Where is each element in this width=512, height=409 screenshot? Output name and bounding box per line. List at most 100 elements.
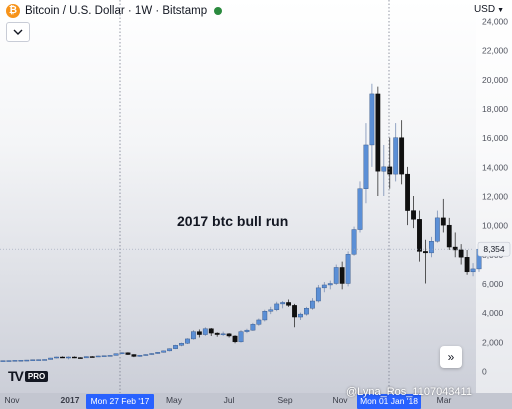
pro-badge: PRO (24, 370, 49, 382)
last-price-badge (477, 241, 511, 257)
cursor-date-badge (357, 394, 421, 409)
y-tick-label: 24,000 (482, 17, 508, 27)
candle-body (321, 284, 327, 289)
candle-body (423, 251, 428, 254)
y-tick-label: 18,000 (482, 104, 508, 114)
candle-body (24, 359, 30, 362)
x-tick-label: Mar (437, 395, 452, 405)
candle-body (179, 343, 184, 346)
candle-body (18, 360, 24, 362)
candle-body (351, 229, 357, 255)
y-tick-label: 10,000 (482, 221, 508, 231)
candle-body (214, 332, 220, 335)
currency-label: USD (473, 4, 496, 15)
y-tick-label: 16,000 (482, 133, 508, 143)
y-tick-label: 20,000 (482, 75, 508, 85)
candle-body (393, 137, 399, 175)
candle-body (417, 219, 422, 252)
candle-body (83, 356, 89, 359)
candle-body (107, 355, 113, 357)
tradingview-logo[interactable]: TV PRO (8, 368, 49, 384)
candle-body (238, 331, 244, 343)
y-tick-label: 2,000 (482, 337, 504, 347)
candle-body (434, 217, 440, 242)
candle-body (36, 359, 42, 361)
y-tick-label: 0 (482, 367, 487, 377)
y-tick-label: 6,000 (482, 279, 504, 289)
x-tick-label: Sep (277, 395, 292, 405)
candle-body (42, 359, 48, 361)
candle-body (125, 352, 131, 355)
watermark: @Lyna_Ros_1107043411 (346, 386, 472, 398)
candle-body (89, 356, 95, 358)
candle-body (375, 93, 381, 172)
currency-selector[interactable]: USD ▼ (474, 4, 504, 15)
bitcoin-icon: ₿ (6, 4, 20, 18)
chart-header: ₿ Bitcoin / U.S. Dollar · 1W · Bitstamp (6, 2, 223, 20)
candle-body (452, 246, 458, 251)
candle-body (101, 355, 107, 357)
y-tick-label: 22,000 (482, 46, 508, 56)
tv-logo-icon: TV (8, 368, 24, 384)
candle-body (315, 287, 321, 302)
y-tick-label: 12,000 (482, 192, 508, 202)
candle-body (458, 249, 464, 258)
y-tick-label: 14,000 (482, 162, 508, 172)
candle-body (363, 144, 369, 189)
candle-body (399, 137, 405, 175)
candle-body (6, 360, 12, 362)
candle-body (196, 331, 202, 335)
candle-body (411, 210, 416, 220)
candle-body (131, 354, 137, 357)
candle-body (71, 356, 77, 359)
candle-body (327, 283, 333, 286)
candle-body (369, 93, 375, 146)
crosshair-date-badge (86, 394, 154, 409)
symbol-title[interactable]: Bitcoin / U.S. Dollar · 1W · Bitstamp (25, 5, 208, 17)
x-tick-label: Jul (224, 395, 235, 405)
x-tick-label: Nov (4, 395, 20, 405)
candle-body (429, 241, 434, 254)
last-price-label: 8,354 (483, 244, 505, 254)
candle-body (304, 308, 309, 315)
chevron-down-icon: ▼ (497, 7, 504, 14)
candle-body (268, 309, 274, 312)
candle-body (262, 311, 268, 321)
candle-body (446, 224, 452, 248)
candle-body (250, 324, 256, 331)
candle-body (149, 353, 155, 355)
candle-body (280, 302, 286, 305)
candle-body (226, 333, 232, 337)
candle-body (48, 357, 54, 360)
candle-body (12, 360, 18, 362)
collapse-button[interactable] (6, 22, 30, 42)
crosshair-date-label: Mon 27 Feb '17 (91, 396, 150, 406)
candle-body (77, 357, 83, 359)
candle-body (339, 267, 345, 284)
candle-body (345, 254, 351, 284)
candle-body (185, 338, 190, 344)
candle-body (220, 333, 226, 336)
candle-body (405, 173, 410, 211)
candle-body (310, 300, 315, 309)
candle-body (202, 328, 208, 335)
candle-body (440, 217, 446, 226)
y-tick-label: 4,000 (482, 308, 504, 318)
candle-body (161, 350, 167, 353)
candle-body (60, 356, 65, 359)
candle-body (381, 166, 387, 172)
chart-annotation: 2017 btc bull run (177, 213, 288, 229)
candle-body (232, 335, 238, 343)
candle-body (119, 352, 125, 354)
candle-body (137, 355, 143, 357)
candle-body (470, 268, 476, 273)
scroll-to-realtime-button[interactable]: » (440, 346, 462, 368)
candle-body (173, 345, 178, 349)
candle-body (464, 257, 470, 273)
x-tick-label: 2017 (61, 395, 80, 405)
candle-body (143, 354, 149, 356)
x-tick-label: May (166, 395, 183, 405)
market-status-icon (214, 7, 223, 15)
